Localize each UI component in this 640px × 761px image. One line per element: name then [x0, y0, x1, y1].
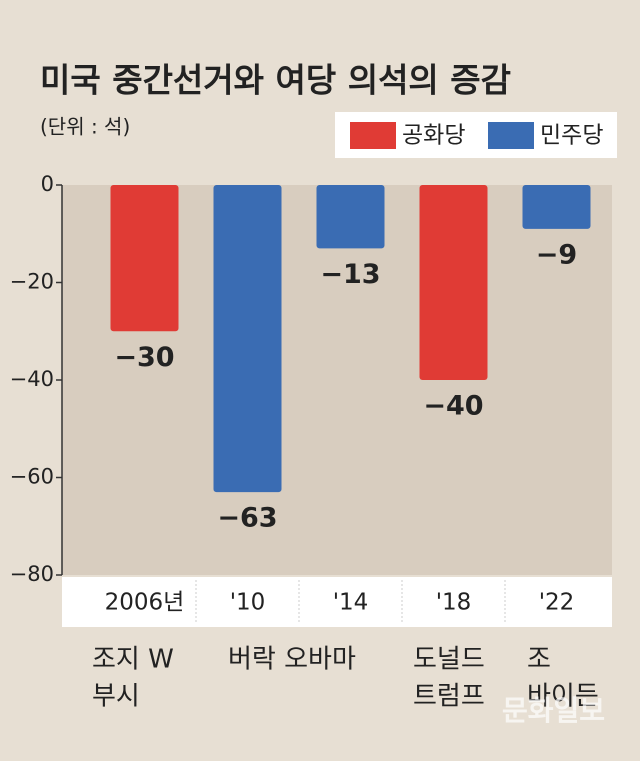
chart-subtitle: (단위 : 석) — [40, 115, 130, 139]
bar — [110, 185, 179, 332]
chart-title: 미국 중간선거와 여당 의석의 증감 — [40, 61, 511, 100]
x-label-band — [62, 577, 612, 627]
x-tick-label: '10 — [230, 590, 266, 616]
annotation: 조지 W — [92, 645, 174, 675]
x-tick-label: '22 — [539, 590, 575, 616]
annotation: 부시 — [92, 682, 140, 712]
y-tick-label: 0 — [41, 172, 54, 196]
x-tick-label: '14 — [333, 590, 369, 616]
y-tick-label: −60 — [10, 465, 54, 489]
watermark: 문화일보 — [502, 694, 605, 727]
data-label: −13 — [320, 259, 380, 290]
data-label: −30 — [114, 342, 174, 373]
bar — [419, 185, 488, 380]
legend-swatch — [488, 122, 534, 149]
y-tick-label: −40 — [10, 367, 54, 391]
y-tick-label: −80 — [10, 562, 54, 586]
legend-swatch — [350, 122, 396, 149]
legend-label: 민주당 — [540, 123, 603, 149]
y-tick-label: −20 — [10, 270, 54, 294]
x-tick-label: 2006년 — [105, 590, 185, 616]
x-tick-label: '18 — [436, 590, 472, 616]
bar — [213, 185, 282, 493]
annotation: 트럼프 — [413, 682, 485, 712]
data-label: −40 — [423, 391, 483, 422]
annotation: 조 — [527, 645, 551, 675]
bar — [316, 185, 385, 249]
annotation: 버락 오바마 — [228, 645, 356, 675]
annotation: 바이든 — [527, 682, 599, 712]
annotation: 도널드 — [413, 645, 485, 675]
data-label: −9 — [536, 239, 577, 270]
data-label: −63 — [217, 503, 277, 534]
legend-label: 공화당 — [402, 123, 465, 149]
bar — [522, 185, 591, 229]
